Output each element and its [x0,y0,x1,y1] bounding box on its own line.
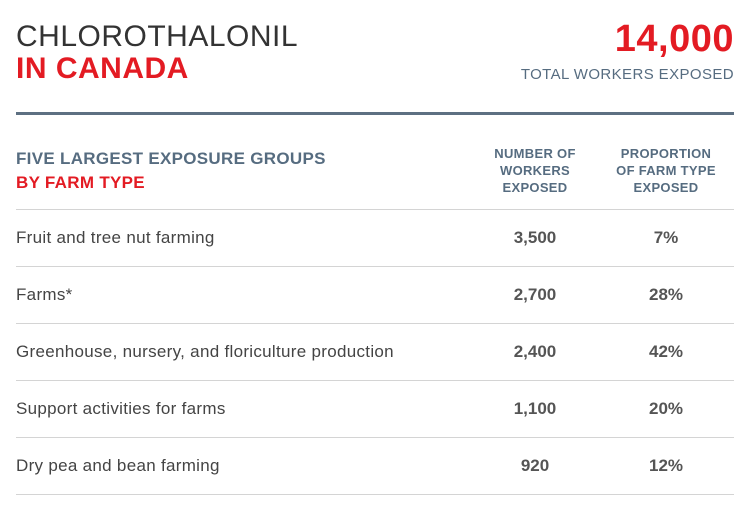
table-row: Dry pea and bean farming 920 12% [16,438,734,495]
table-header: FIVE LARGEST EXPOSURE GROUPS BY FARM TYP… [16,143,734,210]
farm-type-label: Fruit and tree nut farming [16,228,215,247]
column-header-workers: NUMBER OF WORKERS EXPOSED [479,145,591,196]
column-header-workers-line: NUMBER OF [494,146,576,161]
group-heading: FIVE LARGEST EXPOSURE GROUPS [16,149,326,168]
proportion-exposed-value: 42% [648,342,684,361]
column-header-workers-line: WORKERS [500,163,570,178]
workers-exposed-value: 1,100 [513,399,557,418]
column-header-proportion-line: PROPORTION [620,146,712,161]
page-subtitle: IN CANADA [16,52,189,85]
farm-type-label: Greenhouse, nursery, and floriculture pr… [16,342,394,361]
column-header-proportion-line: OF FARM TYPE [616,163,716,178]
total-workers-value: 14,000 [614,18,734,60]
workers-exposed-value: 3,500 [513,228,557,247]
workers-exposed-value: 920 [520,456,550,475]
table-row: Fruit and tree nut farming 3,500 7% [16,210,734,267]
proportion-exposed-value: 12% [648,456,684,475]
proportion-exposed-value: 7% [653,228,679,247]
header-divider [16,112,734,115]
workers-exposed-value: 2,700 [513,285,557,304]
column-header-proportion-line: EXPOSED [633,180,699,195]
total-workers-caption: TOTAL WORKERS EXPOSED [520,66,734,83]
farm-type-label: Dry pea and bean farming [16,456,220,475]
table-row: Greenhouse, nursery, and floriculture pr… [16,324,734,381]
workers-exposed-value: 2,400 [513,342,557,361]
farm-type-label: Farms* [16,285,73,304]
page-title: CHLOROTHALONIL [16,20,299,53]
header: CHLOROTHALONIL IN CANADA 14,000 TOTAL WO… [16,18,734,90]
column-header-proportion: PROPORTION OF FARM TYPE EXPOSED [608,145,724,196]
table-row: Farms* 2,700 28% [16,267,734,324]
column-header-workers-line: EXPOSED [502,180,568,195]
group-subheading: BY FARM TYPE [16,173,145,192]
proportion-exposed-value: 20% [648,399,684,418]
farm-type-label: Support activities for farms [16,399,226,418]
exposure-table: FIVE LARGEST EXPOSURE GROUPS BY FARM TYP… [16,143,734,495]
proportion-exposed-value: 28% [648,285,684,304]
table-row: Support activities for farms 1,100 20% [16,381,734,438]
